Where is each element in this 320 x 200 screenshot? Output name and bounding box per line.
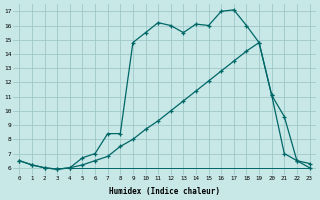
X-axis label: Humidex (Indice chaleur): Humidex (Indice chaleur) [109,187,220,196]
